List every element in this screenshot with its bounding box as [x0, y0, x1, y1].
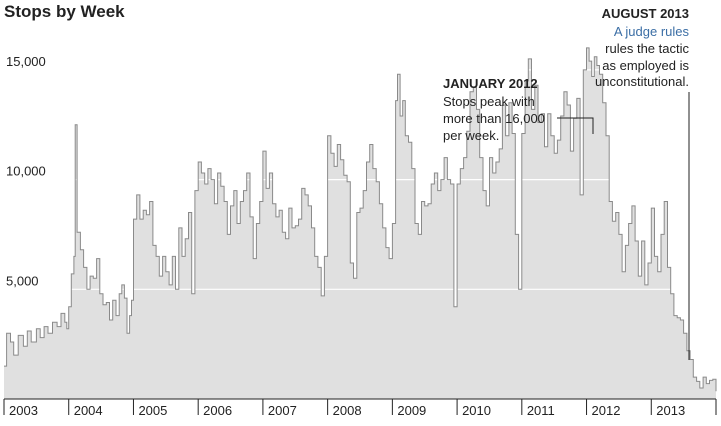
x-tick-label: 2013 [656, 403, 685, 418]
annotation-aug-2013: AUGUST 2013 A judge rules rules the tact… [595, 6, 690, 360]
annotation-jan-2012-line-2: more than 16,000 [443, 111, 545, 126]
x-tick-label: 2005 [138, 403, 167, 418]
stops-area-fill [4, 47, 716, 400]
x-axis-ticks: 2003 2004 2005 2006 2007 2008 2009 2010 2011 2012… [3, 399, 717, 418]
chart-title: Stops by Week [4, 2, 125, 21]
x-tick-label: 2003 [9, 403, 38, 418]
gridlines [4, 69, 716, 290]
annotation-jan-2012-line-3: per week. [443, 128, 499, 143]
annotation-aug-2013-line-3: unconstitutional. [595, 74, 689, 89]
annotation-jan-2012-line-1: Stops peak with [443, 94, 535, 109]
annotation-aug-2013-line-1: rules the tactic [605, 41, 689, 56]
plot-area [4, 47, 717, 400]
annotation-jan-2012-leader [557, 117, 594, 134]
x-tick-label: 2011 [527, 403, 555, 418]
annotation-aug-2013-heading: AUGUST 2013 [602, 6, 689, 21]
y-tick-label: 5,000 [6, 273, 39, 288]
x-tick-label: 2009 [397, 403, 426, 418]
x-tick-label: 2010 [462, 403, 491, 418]
y-tick-label: 15,000 [6, 54, 46, 69]
stops-area-line [4, 47, 717, 392]
y-axis-ticks: 5,000 10,000 15,000 [6, 54, 46, 288]
x-tick-label: 2004 [74, 403, 103, 418]
annotation-aug-2013-line-2: as employed is [602, 58, 689, 73]
annotation-jan-2012-heading: JANUARY 2012 [443, 76, 538, 91]
x-tick-label: 2008 [333, 403, 362, 418]
annotation-aug-2013-link[interactable]: A judge rules [614, 24, 690, 39]
y-tick-label: 10,000 [6, 164, 46, 179]
x-tick-label: 2007 [268, 403, 297, 418]
annotation-jan-2012: JANUARY 2012 Stops peak with more than 1… [443, 76, 594, 143]
x-tick-label: 2006 [203, 403, 232, 418]
x-tick-label: 2012 [592, 403, 621, 418]
